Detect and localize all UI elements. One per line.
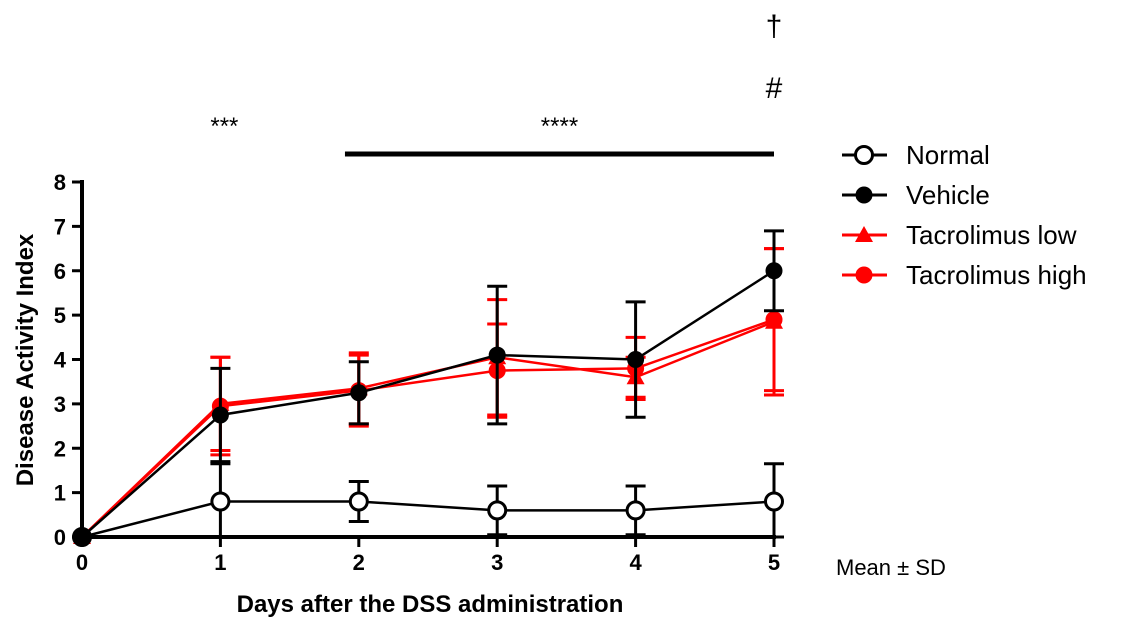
- x-axis-title: Days after the DSS administration: [237, 591, 624, 618]
- data-point: [487, 500, 508, 521]
- hash-label: #: [766, 72, 783, 105]
- data-point: [627, 351, 645, 368]
- x-tick-label: 0: [76, 550, 88, 575]
- legend-label: Vehicle: [906, 180, 990, 210]
- axis-ticks: 0 1 2 3 4 5 0 1 2 3 4 5 6 7 8: [54, 170, 780, 575]
- data-point: [210, 491, 231, 512]
- data-point: [765, 262, 783, 280]
- legend-label: Tacrolimus low: [906, 220, 1077, 250]
- series-line: [81, 500, 775, 539]
- y-tick-label: 7: [54, 214, 66, 239]
- y-tick-label: 6: [54, 259, 66, 284]
- series-tacrolimus-low: [73, 247, 784, 544]
- dagger-label: †: [766, 10, 783, 43]
- data-point: [488, 346, 506, 364]
- legend-swatch-marker: [855, 266, 873, 284]
- series-line: [81, 269, 775, 538]
- y-tick-label: 2: [54, 436, 66, 461]
- legend-label: Normal: [906, 140, 990, 170]
- x-tick-label: 1: [214, 550, 226, 575]
- legend-label: Tacrolimus high: [906, 260, 1087, 290]
- y-tick-label: 5: [54, 303, 66, 328]
- y-tick-label: 0: [54, 525, 66, 550]
- legend-entry-tacrolimus-high: Tacrolimus high: [842, 260, 1087, 290]
- axes: [80, 180, 776, 539]
- x-tick-label: 4: [629, 550, 642, 575]
- data-point: [350, 384, 368, 402]
- legend: Normal Vehicle Tacrolimus low Tacrolimus hi…: [842, 140, 1087, 290]
- y-tick-label: 3: [54, 392, 66, 417]
- series-normal: [72, 462, 784, 547]
- significance-annotations: *** ****†#: [210, 10, 783, 157]
- y-tick-label: 4: [54, 348, 67, 373]
- data-point: [211, 406, 229, 424]
- y-axis-title: Disease Activity Index: [12, 233, 39, 486]
- legend-swatch-marker: [855, 186, 873, 204]
- legend-entry-normal: Normal: [842, 140, 990, 170]
- x-tick-label: 2: [353, 550, 365, 575]
- x-tick-label: 3: [491, 550, 503, 575]
- sig-day1-label: ***: [210, 113, 238, 140]
- data-point: [625, 500, 646, 521]
- legend-entry-vehicle: Vehicle: [842, 180, 990, 210]
- series-tacrolimus-high: [73, 247, 784, 546]
- plot-area: [72, 229, 784, 547]
- legend-swatch-marker: [854, 145, 874, 165]
- data-point: [73, 528, 91, 546]
- legend-entry-tacrolimus-low: Tacrolimus low: [842, 220, 1077, 250]
- data-point: [765, 312, 783, 329]
- data-point: [764, 491, 784, 512]
- stat-note: Mean ± SD: [836, 555, 946, 580]
- series-vehicle: [73, 229, 784, 546]
- sig-days2to5-label: ****: [541, 113, 578, 140]
- series-line: [81, 318, 775, 538]
- y-tick-label: 8: [54, 170, 66, 195]
- y-tick-label: 1: [54, 481, 66, 506]
- data-point: [348, 491, 369, 512]
- x-tick-label: 5: [768, 550, 780, 575]
- legend-swatch-marker: [855, 226, 873, 242]
